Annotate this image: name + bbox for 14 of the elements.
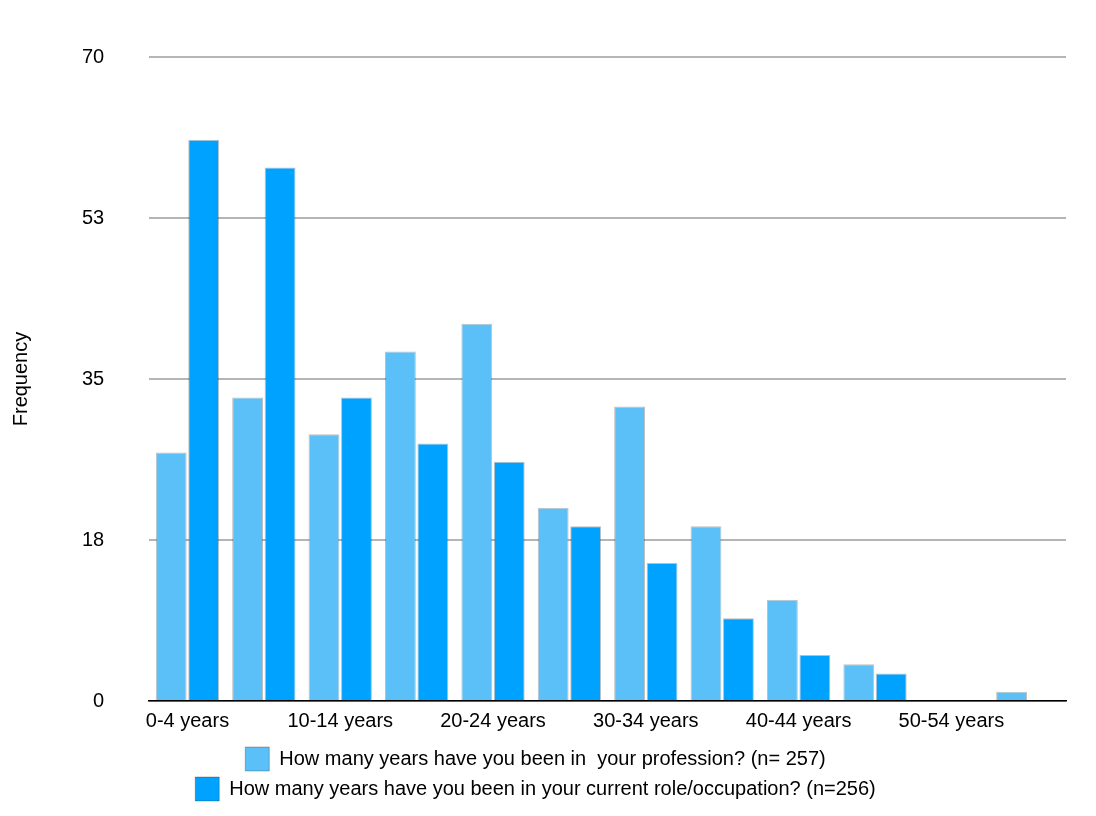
- x-tick-label: 40-44 years: [745, 708, 852, 731]
- legend-label: How many years have you been in your current role/occupation? (n=256): [229, 776, 876, 799]
- x-tick-label: 30-34 years: [593, 708, 699, 731]
- x-tick-label: 50-54 years: [898, 708, 1005, 731]
- y-tick-label: 35: [82, 366, 105, 389]
- x-tick-label: 0-4 years: [145, 708, 230, 731]
- y-axis-title: Frequency: [8, 331, 31, 427]
- x-tick-label: 10-14 years: [287, 708, 394, 731]
- y-tick-label: 18: [82, 527, 105, 550]
- y-tick-label: 53: [82, 205, 105, 228]
- x-tick-label: 20-24 years: [440, 708, 546, 731]
- y-tick-label: 70: [82, 44, 105, 67]
- legend-label: How many years have you been in your profession? (n= 257): [279, 746, 826, 769]
- y-tick-label: 0: [93, 688, 105, 711]
